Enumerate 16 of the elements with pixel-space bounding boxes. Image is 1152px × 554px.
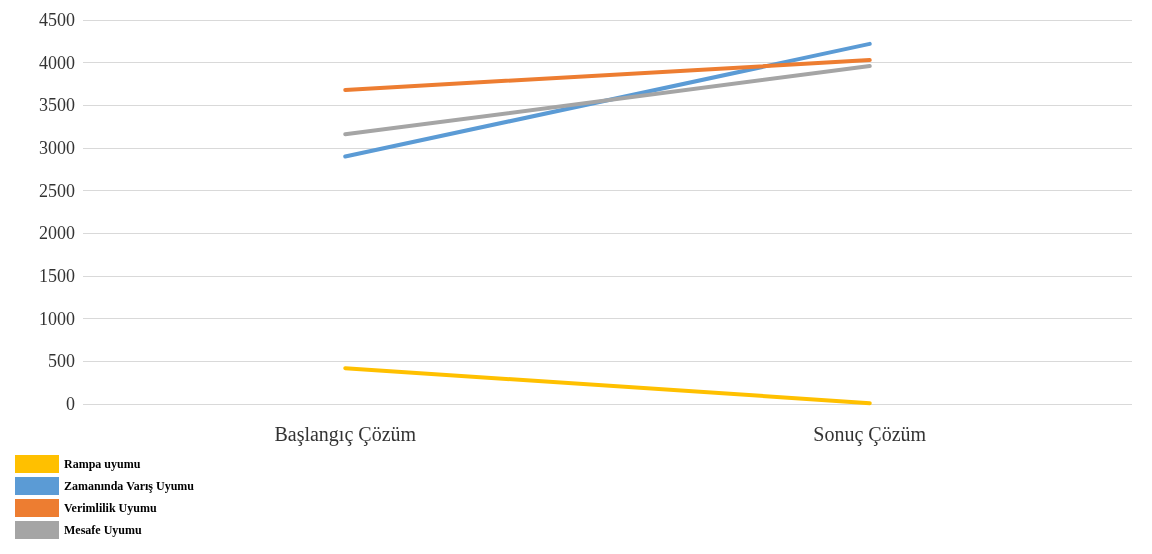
legend-label: Rampa uyumu	[64, 457, 141, 471]
y-tick-label: 1000	[39, 308, 75, 329]
y-tick-label: 500	[48, 351, 75, 372]
y-tick-label: 2500	[39, 180, 75, 201]
y-tick-label: 2000	[39, 223, 75, 244]
y-tick-label: 0	[66, 394, 75, 414]
legend-label: Mesafe Uyumu	[64, 523, 142, 537]
y-tick-label: 4500	[39, 10, 75, 30]
y-tick-label: 1500	[39, 266, 75, 286]
y-tick-label: 3000	[39, 138, 75, 158]
y-tick-label: 4000	[39, 52, 75, 73]
legend-label: Zamanında Varış Uyumu	[64, 479, 195, 493]
legend-label: Verimlilik Uyumu	[64, 501, 157, 515]
y-tick-label: 3500	[39, 95, 75, 116]
x-tick-label: Sonuç Çözüm	[813, 423, 927, 446]
x-tick-label: Başlangıç Çözüm	[274, 423, 417, 446]
